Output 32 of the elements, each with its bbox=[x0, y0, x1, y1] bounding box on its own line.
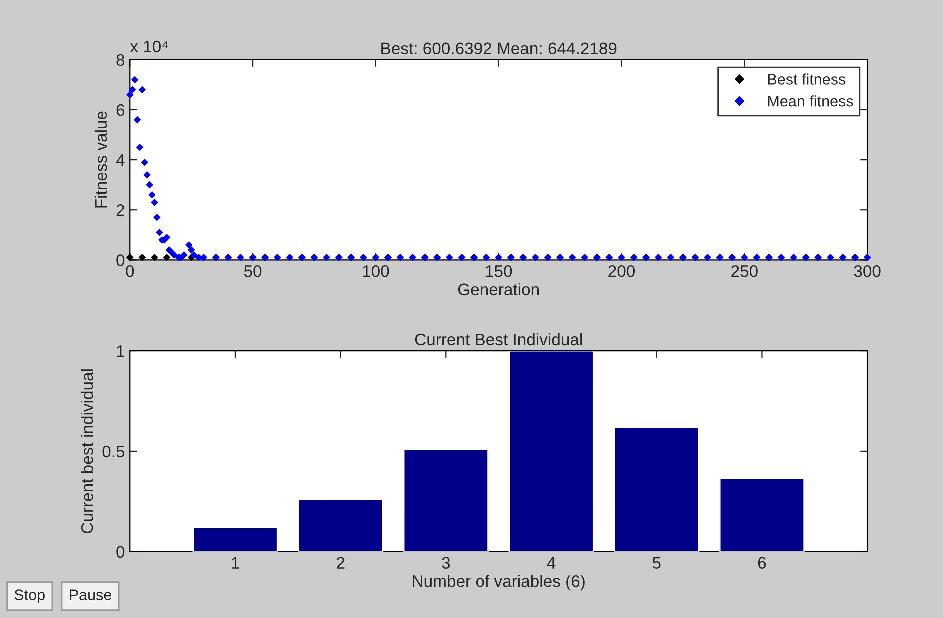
x-tick-label: 0 bbox=[126, 265, 134, 278]
y-axis-title: Current best individual bbox=[81, 370, 94, 534]
y-axis-title: Fitness value bbox=[94, 112, 108, 208]
x-tick-label: 4 bbox=[547, 557, 556, 569]
y-tick-label: 4 bbox=[116, 154, 125, 166]
x-tick-label: 6 bbox=[758, 557, 766, 569]
y-tick-label: 6 bbox=[116, 104, 125, 116]
x-tick-label: 150 bbox=[486, 265, 512, 278]
x-axis-title: Generation bbox=[458, 283, 539, 296]
x-tick-label: 300 bbox=[854, 265, 881, 278]
x-axis-title: Number of variables (6) bbox=[413, 575, 585, 591]
x-tick-label: 2 bbox=[337, 557, 345, 569]
y-tick-label: 0 bbox=[116, 254, 125, 266]
y-tick-label: 2 bbox=[116, 204, 124, 216]
text: Stop bbox=[14, 590, 45, 604]
x-tick-label: 3 bbox=[442, 557, 450, 569]
x-tick-label: 50 bbox=[244, 265, 262, 278]
x-tick-label: 250 bbox=[732, 265, 758, 278]
legend-label: Mean fitness bbox=[768, 96, 854, 107]
x-tick-label: 200 bbox=[608, 265, 636, 278]
chart-title: Current Best Individual bbox=[415, 333, 582, 346]
chart-title: Best: 600.6392 Mean: 644.2189 bbox=[382, 42, 617, 55]
y-tick-label: 0.5 bbox=[102, 446, 125, 458]
x-tick-label: 1 bbox=[232, 557, 240, 569]
legend-label: Best fitness bbox=[768, 74, 846, 85]
y-tick-label: 1 bbox=[117, 346, 124, 358]
text: x 10⁴ bbox=[130, 40, 168, 53]
x-tick-label: 100 bbox=[363, 265, 390, 278]
x-tick-label: 5 bbox=[652, 557, 661, 569]
text: Pause bbox=[70, 590, 112, 600]
y-tick-label: 0 bbox=[116, 546, 125, 558]
y-tick-label: 8 bbox=[116, 54, 125, 66]
